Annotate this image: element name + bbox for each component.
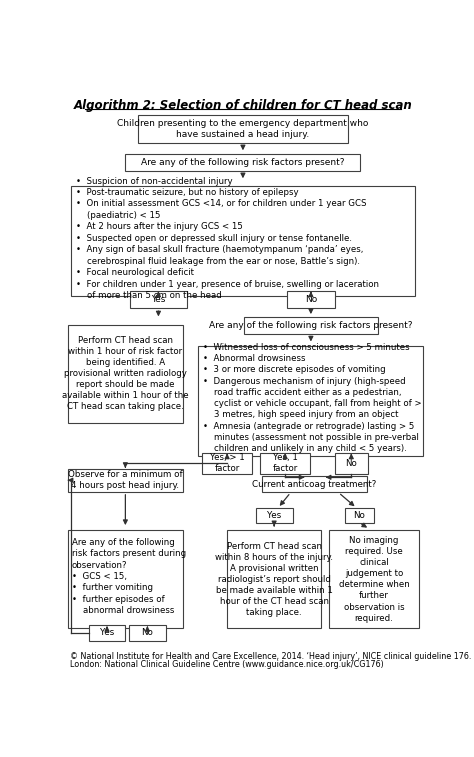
Text: No imaging
required. Use
clinical
judgement to
determine when
further
observatio: No imaging required. Use clinical judgem… (339, 536, 410, 623)
Bar (345, 508, 374, 523)
Bar (129, 625, 166, 640)
Text: •  Witnessed loss of consciousness > 5 minutes
•  Abnormal drowsiness
•  3 or mo: • Witnessed loss of consciousness > 5 mi… (203, 343, 421, 453)
Text: Observe for a minimum of
4 hours post head injury.: Observe for a minimum of 4 hours post he… (68, 470, 182, 491)
Text: London: National Clinical Guideline Centre (www.guidance.nice.org.uk/CG176): London: National Clinical Guideline Cent… (70, 660, 384, 669)
Text: No: No (305, 295, 317, 304)
Text: Algorithm 2: Selection of children for CT head scan: Algorithm 2: Selection of children for C… (73, 99, 412, 112)
Bar (256, 508, 292, 523)
Bar (202, 453, 252, 474)
Text: Perform CT head scan
within 8 hours of the injury.
A provisional written
radiolo: Perform CT head scan within 8 hours of t… (215, 541, 333, 617)
Text: No: No (346, 459, 357, 468)
Bar (71, 186, 415, 296)
Text: Yes, > 1
factor: Yes, > 1 factor (210, 453, 245, 473)
Text: Are any of the following risk factors present?: Are any of the following risk factors pr… (209, 321, 413, 329)
Bar (244, 316, 378, 334)
Text: Yes: Yes (267, 511, 281, 520)
Text: Yes: Yes (100, 628, 114, 637)
Text: Perform CT head scan
within 1 hour of risk factor
being identified. A
provisiona: Perform CT head scan within 1 hour of ri… (62, 336, 189, 411)
Bar (199, 346, 423, 456)
Bar (89, 625, 125, 640)
Text: No: No (141, 628, 154, 637)
Bar (287, 291, 335, 308)
Bar (125, 154, 361, 171)
Text: Yes, 1
factor: Yes, 1 factor (273, 453, 298, 473)
Bar (67, 325, 183, 422)
Text: Are any of the following
risk factors present during
observation?
•  GCS < 15,
•: Are any of the following risk factors pr… (72, 538, 186, 615)
Text: No: No (354, 511, 365, 520)
Text: Are any of the following risk factors present?: Are any of the following risk factors pr… (141, 158, 345, 167)
Text: Children presenting to the emergency department who
have sustained a head injury: Children presenting to the emergency dep… (117, 119, 369, 139)
Bar (262, 476, 367, 493)
Bar (67, 469, 183, 492)
Bar (67, 531, 183, 628)
Text: © National Institute for Health and Care Excellence, 2014. ‘Head injury’, NICE c: © National Institute for Health and Care… (70, 652, 472, 661)
Bar (335, 453, 368, 474)
Text: Yes: Yes (151, 295, 165, 304)
Text: Current anticoag treatment?: Current anticoag treatment? (252, 480, 377, 489)
Text: •  Suspicion of non-accidental injury
•  Post-traumatic seizure, but no history : • Suspicion of non-accidental injury • P… (76, 176, 379, 300)
Bar (130, 291, 187, 308)
Bar (260, 453, 310, 474)
Bar (138, 115, 347, 143)
Bar (228, 531, 321, 628)
Bar (329, 531, 419, 628)
